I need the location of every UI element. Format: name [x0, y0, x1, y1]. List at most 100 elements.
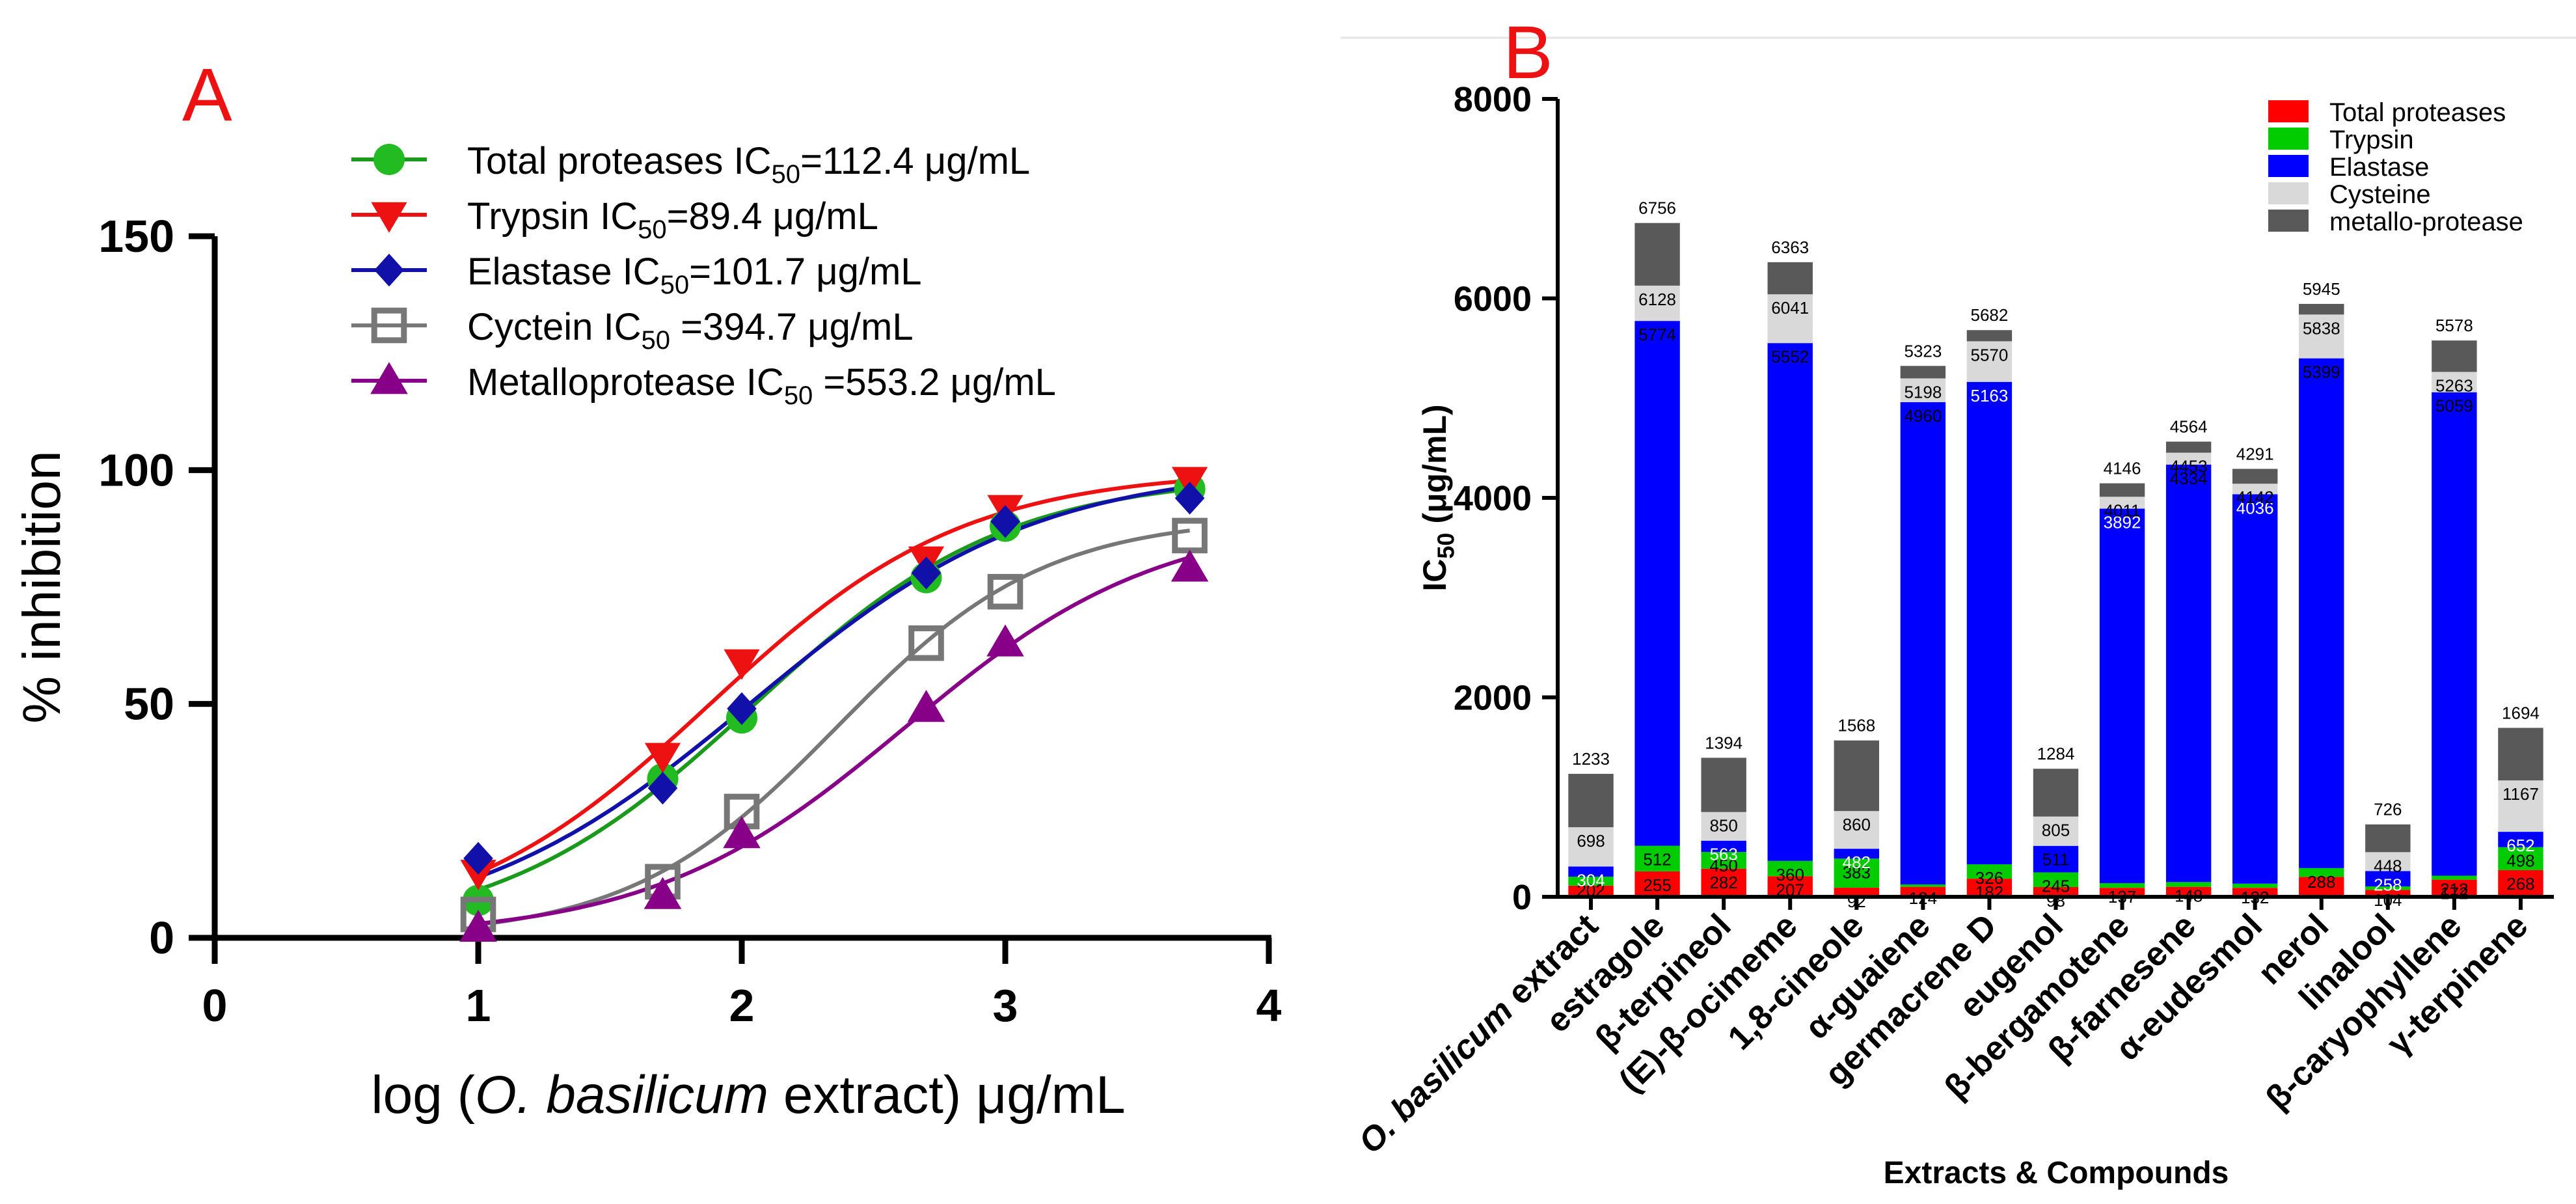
bar-value-label: 5774: [1638, 325, 1676, 344]
legend-entry-subscript: 50: [771, 160, 800, 189]
bar-value-label: 1568: [1837, 716, 1875, 735]
bar-value-label: 498: [2506, 851, 2534, 871]
bar-value-label: 511: [2042, 850, 2069, 869]
bar-value-label: 726: [2374, 800, 2402, 819]
bar-segment-cysteine: [1834, 811, 1880, 849]
bar-segment-trypsin: [2033, 872, 2079, 887]
bar-segment-total-proteases: [1834, 887, 1880, 897]
bar-segment-trypsin: [1900, 884, 1946, 887]
data-point-triangle-up: [459, 909, 497, 942]
bar-segment-elastase: [1900, 402, 1946, 884]
x-tick-label-part: O. basilicum: [1351, 992, 1521, 1161]
bar-value-label: 5323: [1904, 341, 1942, 361]
bar-value-label: 5945: [2303, 279, 2340, 299]
legend-entry-subscript: 50: [642, 326, 671, 355]
bar-value-label: 4960: [1904, 406, 1942, 426]
bar-segment-cysteine: [1568, 827, 1614, 867]
y-axis-label-text: IC: [1417, 559, 1453, 592]
x-axis-label-part: extract) μg/mL: [768, 1065, 1126, 1125]
bar-value-label: 4036: [2236, 498, 2274, 517]
bar-segment-metallo-protease: [1834, 740, 1880, 812]
bar-segment-metallo-protease: [2232, 469, 2278, 484]
legend-entry-text: Total proteases IC: [467, 140, 771, 182]
x-axis-label-part: O. basilicum: [475, 1065, 768, 1125]
bar-value-label: 448: [2374, 856, 2402, 875]
data-point-triangle-up: [723, 816, 761, 849]
panel-a-fit-curves: [477, 478, 1191, 927]
bar-segment-total-proteases: [1701, 868, 1746, 897]
bar-segment-elastase: [2099, 508, 2145, 884]
legend-swatch: [2268, 210, 2309, 232]
legend-marker-triangle-down: [371, 202, 407, 233]
x-axis-label: Extracts & Compounds: [1884, 1156, 2229, 1190]
legend-entry-text: Elastase IC: [467, 251, 660, 293]
bar-segment-trypsin: [2498, 847, 2543, 870]
x-axis-label-part: log (: [371, 1065, 475, 1125]
x-tick-label: 0: [202, 980, 228, 1031]
y-tick-label: 0: [149, 912, 174, 963]
legend-entry-subscript: 50: [660, 271, 690, 299]
bar-value-label: 98: [2046, 891, 2065, 910]
bar-segment-total-proteases: [2165, 886, 2212, 897]
bar-value-label: 245: [2042, 876, 2070, 896]
bar-segment-total-proteases: [2432, 879, 2477, 897]
bar-value-label: 860: [1843, 815, 1871, 834]
bar-segment-cysteine: [2033, 816, 2079, 846]
bar-segment-elastase: [2498, 832, 2543, 847]
y-tick-label: 6000: [1454, 280, 1532, 319]
bar-value-label: 5059: [2435, 396, 2473, 416]
legend-entry: Cyctein IC50 =394.7 μg/mL: [467, 306, 914, 355]
bar-value-label: 268: [2506, 874, 2534, 894]
bar-segment-total-proteases: [2232, 888, 2278, 897]
bar-segment-cysteine: [2365, 852, 2411, 871]
data-point-diamond: [727, 692, 757, 726]
y-axis-label-text-rest: (μg/mL): [1417, 404, 1453, 532]
bar-segment-cysteine: [2299, 314, 2344, 359]
y-axis-label: IC50 (μg/mL): [1417, 404, 1459, 591]
bar-segment-elastase: [1767, 343, 1813, 861]
bar-value-label: 5838: [2303, 318, 2340, 338]
bar-segment-metallo-protease: [2432, 340, 2477, 372]
x-tick-label: 4: [1256, 980, 1282, 1031]
bar-value-label: 172: [2440, 884, 2468, 903]
bar-segment-elastase: [1966, 381, 2013, 865]
bar-segment-cysteine: [2432, 372, 2477, 392]
bar-segment-cysteine: [1900, 378, 1946, 402]
data-point-diamond: [463, 841, 493, 875]
bar-segment-metallo-protease: [2498, 728, 2543, 781]
bar-value-label: 360: [1776, 865, 1804, 884]
bar-segment-trypsin: [2299, 868, 2344, 877]
panel-a-axes: 0 50 100 150 0 1 2 3 4 log (O. basilicum extract)…: [12, 211, 1282, 1125]
bar-segment-metallo-protease: [2033, 769, 2079, 817]
bar-segment-total-proteases: [2033, 886, 2079, 897]
y-axis-label-subscript: 50: [1433, 533, 1459, 559]
bar-value-label: 182: [1975, 882, 2003, 902]
y-tick-label: 8000: [1454, 80, 1532, 119]
bar-value-label: 5578: [2435, 316, 2473, 335]
bar-segment-cysteine: [1966, 341, 2013, 382]
bar-value-label: 1233: [1572, 749, 1610, 769]
legend-entry-text-rest: =89.4 μg/mL: [667, 195, 878, 238]
bar-segment-trypsin: [2432, 875, 2477, 880]
x-axis-label: log (O. basilicum extract) μg/mL: [371, 1065, 1125, 1125]
legend-marker-triangle-up: [370, 362, 408, 394]
bar-segment-cysteine: [1767, 294, 1813, 344]
bar-segment-metallo-protease: [2099, 483, 2145, 497]
bar-segment-trypsin: [2365, 886, 2411, 890]
bar-segment-cysteine: [1701, 812, 1746, 841]
bar-segment-total-proteases: [2365, 890, 2411, 897]
bar-value-label: 207: [1776, 880, 1804, 899]
bar-segment-metallo-protease: [1900, 366, 1946, 379]
data-point-triangle-down: [724, 649, 760, 680]
bar-value-label: 282: [1709, 873, 1737, 892]
data-point-triangle-up: [1171, 549, 1209, 582]
bar-segment-metallo-protease: [2365, 824, 2411, 853]
bar-value-label: 4453: [2170, 457, 2208, 476]
y-tick-label: 50: [124, 679, 174, 730]
panel-b-bars: [1568, 223, 2543, 897]
bar-value-label: 258: [2374, 875, 2402, 894]
data-point-diamond: [647, 771, 678, 805]
bar-value-label: 3892: [2104, 513, 2141, 532]
bar-segment-cysteine: [1634, 285, 1680, 322]
bar-segment-total-proteases: [1767, 876, 1813, 897]
